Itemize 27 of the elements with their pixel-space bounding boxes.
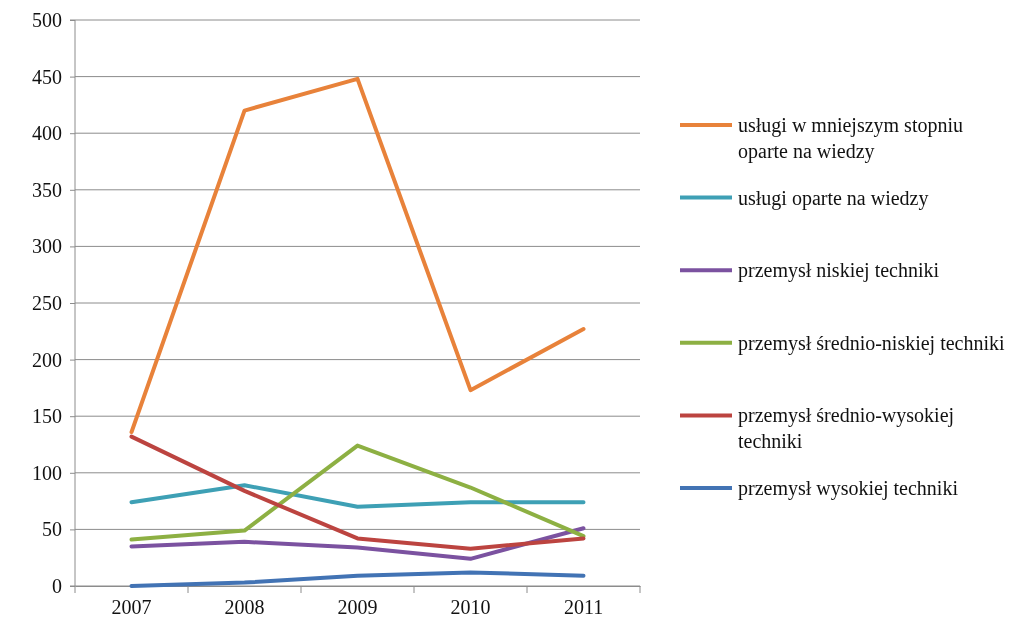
- y-tick-label: 450: [32, 65, 62, 88]
- line-series: [129, 443, 586, 542]
- x-tick-label: 2008: [224, 596, 265, 619]
- line-series: [129, 434, 586, 551]
- x-tick-label: 2010: [450, 596, 491, 619]
- x-tick-label: 2011: [563, 596, 604, 619]
- legend-label: usługi w mniejszym stopniu oparte na wiedzy: [738, 114, 963, 163]
- y-tick-label: 300: [32, 235, 62, 258]
- y-tick-label: 200: [32, 348, 62, 371]
- legend-label: przemysł wysokiej techniki: [738, 477, 959, 500]
- legend-label: przemysł średnio-niskiej techniki: [738, 331, 1006, 355]
- y-tick-label: 150: [32, 405, 62, 428]
- y-tick-label: 350: [32, 178, 62, 201]
- y-tick-label: 400: [32, 122, 62, 145]
- line-series: [129, 76, 586, 435]
- y-tick-label: 250: [32, 291, 62, 314]
- legend-label: przemysł średnio-wysokiej techniki: [738, 404, 955, 453]
- y-tick-label: 0: [52, 574, 62, 597]
- line-series: [129, 526, 586, 561]
- legend-label: usługi oparte na wiedzy: [738, 186, 929, 210]
- y-tick-label: 50: [42, 518, 62, 541]
- legend-label: przemysł niskiej techniki: [738, 259, 940, 283]
- y-tick-label: 500: [32, 8, 62, 31]
- y-tick-label: 100: [32, 461, 62, 484]
- x-tick-label: 2007: [111, 596, 152, 619]
- x-tick-label: 2009: [337, 596, 378, 619]
- line-series: [129, 570, 586, 588]
